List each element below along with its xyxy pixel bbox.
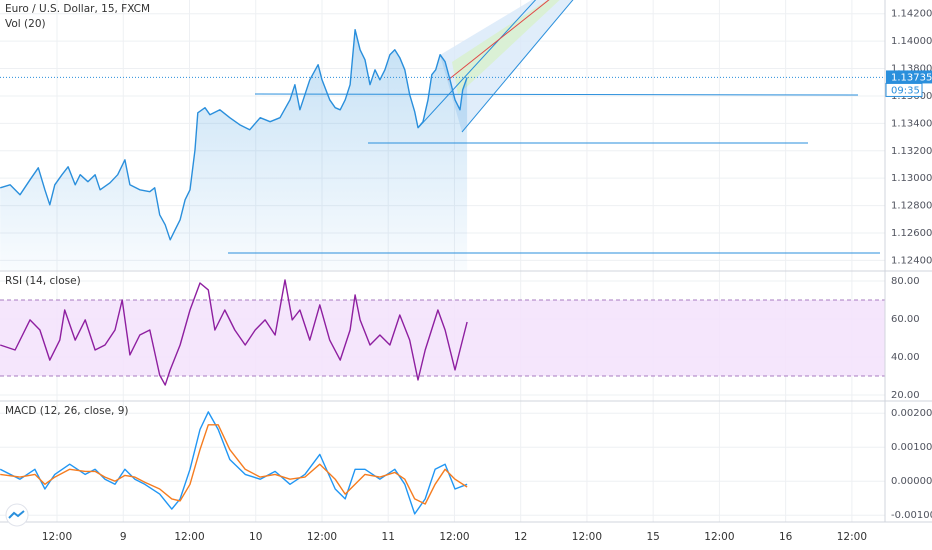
x-tick-label: 12:00 — [439, 531, 469, 543]
y-tick-label: 1.13400 — [891, 118, 932, 129]
last-price-box — [886, 70, 932, 84]
x-tick-label: 12:00 — [307, 531, 337, 543]
trend-line — [254, 93, 859, 96]
series-line — [0, 411, 468, 515]
x-tick-label: 12:00 — [704, 531, 734, 543]
y-tick-label: 0.00200 — [891, 408, 932, 419]
band — [0, 299, 885, 377]
x-tick-label: 12 — [514, 531, 527, 543]
pane-title: MACD (12, 26, close, 9) — [5, 405, 128, 417]
price-area — [0, 29, 468, 271]
y-tick-label: 1.14200 — [891, 9, 932, 20]
y-tick-label: 40.00 — [891, 352, 920, 363]
x-tick-label: 12:00 — [174, 531, 204, 543]
y-tick-label: 60.00 — [891, 314, 920, 325]
chart-title: Euro / U.S. Dollar, 15, FXCM — [5, 3, 150, 15]
x-tick-label: 15 — [646, 531, 659, 543]
logo[interactable] — [5, 503, 29, 527]
x-tick-label: 12:00 — [572, 531, 602, 543]
chart-subtitle: Vol (20) — [5, 18, 46, 30]
x-tick-label: 9 — [120, 531, 127, 543]
y-tick-label: 1.12400 — [891, 255, 932, 266]
y-tick-label: 80.00 — [891, 276, 920, 287]
x-tick-label: 12:00 — [42, 531, 72, 543]
y-tick-label: 1.13000 — [891, 173, 932, 184]
x-tick-label: 10 — [249, 531, 262, 543]
x-tick-label: 11 — [382, 531, 395, 543]
drawings — [228, 0, 880, 254]
y-tick-label: 20.00 — [891, 390, 920, 401]
pitchfork-median — [447, 0, 550, 81]
y-tick-label: 0.00000 — [891, 476, 932, 487]
y-tick-label: 1.12600 — [891, 228, 932, 239]
series-line — [0, 29, 468, 241]
y-tick-label: 1.13800 — [891, 64, 932, 75]
x-tick-label: 16 — [779, 531, 793, 543]
series-line — [0, 424, 468, 505]
series-line — [0, 279, 468, 386]
y-tick-label: 1.14000 — [891, 36, 932, 47]
y-tick-label: 1.13200 — [891, 146, 932, 157]
countdown-label: 09:35 — [891, 85, 920, 96]
logo-mark — [8, 510, 25, 519]
pitchfork-band — [452, 0, 560, 95]
y-tick-label: -0.00100 — [891, 510, 932, 521]
y-tick-label: 0.00100 — [891, 442, 932, 453]
last-price-label: 1.13735 — [891, 72, 932, 83]
y-tick-label: 1.12800 — [891, 201, 932, 212]
pitchfork — [440, 0, 573, 132]
pitchfork-line — [461, 0, 574, 133]
countdown-box — [885, 82, 923, 97]
plot — [0, 29, 885, 515]
pane-title: RSI (14, close) — [5, 275, 81, 287]
x-tick-label: 12:00 — [837, 531, 867, 543]
